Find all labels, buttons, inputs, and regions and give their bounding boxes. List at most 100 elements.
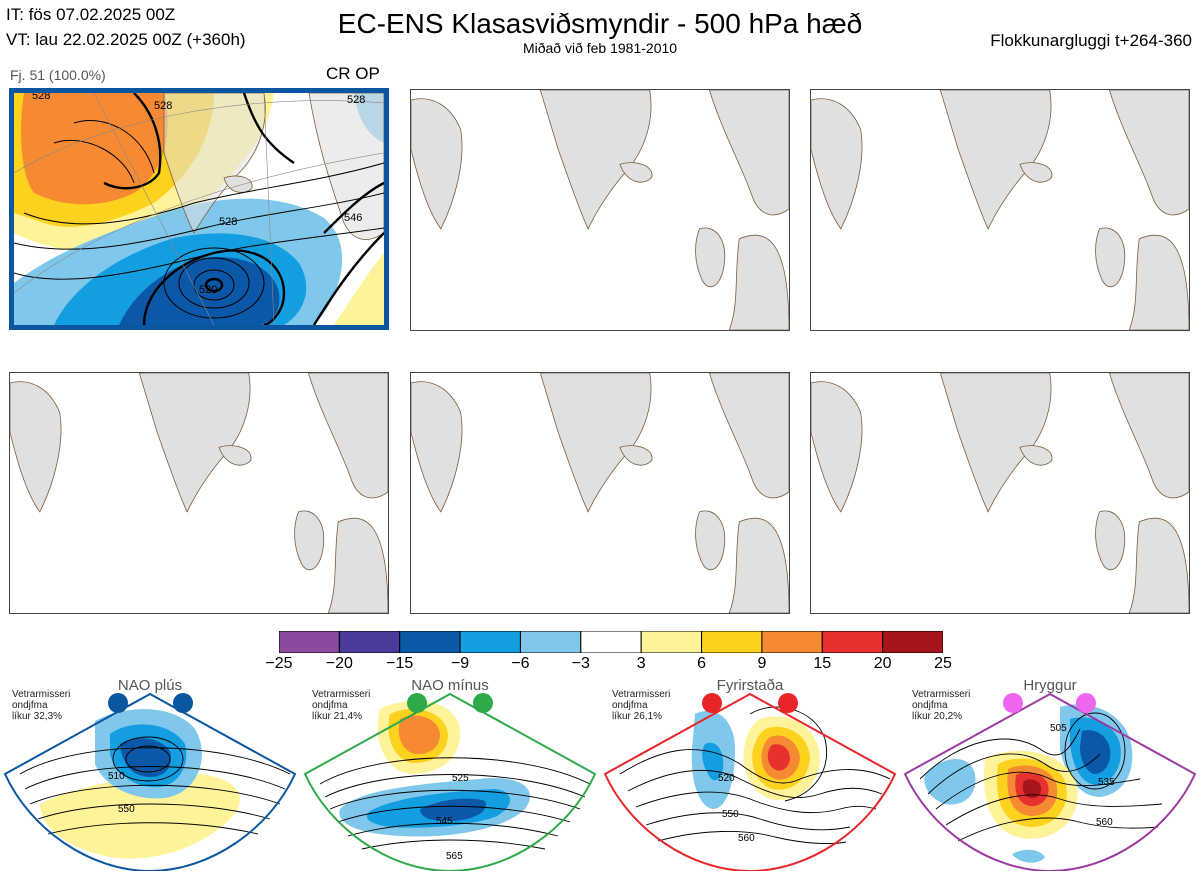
regime-title: Fyrirstaða — [716, 677, 784, 694]
contour-label: 510 — [108, 771, 125, 782]
canada-land — [811, 381, 863, 513]
canada-land — [411, 98, 463, 230]
greenland-land — [539, 90, 652, 230]
europe-land — [728, 234, 789, 330]
colorbar-segment — [459, 631, 521, 653]
iceland-land — [1019, 162, 1053, 183]
contour-label: 560 — [1096, 817, 1113, 828]
regime-anomaly-negative-south — [1012, 849, 1045, 863]
colorbar — [279, 631, 943, 653]
anomaly-negative-9 — [119, 257, 280, 325]
valid-time: VT: lau 22.02.2025 00Z (+360h) — [6, 30, 246, 49]
greenland-land — [939, 373, 1052, 513]
map-land-layer — [811, 90, 1189, 330]
chart-title: EC-ENS Klasasviðsmyndir - 500 hPa hæð — [337, 8, 863, 39]
colorbar-tick-label: −9 — [450, 655, 470, 672]
regime-marker — [473, 693, 493, 713]
regime-contour-labels: 510 550 — [108, 771, 135, 815]
contour-label: 550 — [722, 809, 739, 820]
regime-contour-labels: 520 550 560 — [718, 773, 755, 844]
crop-label: CR OP — [326, 64, 380, 83]
regime-contours — [319, 757, 591, 850]
colorbar-tick-label: −15 — [386, 655, 414, 672]
regime-ridge[interactable]: 505 535 560 Hryggur Vetrarmisseri ondjfm… — [900, 677, 1200, 871]
colorbar-segment — [882, 631, 943, 653]
regime-anomaly-negative-west — [924, 759, 976, 805]
regime-stats: Vetrarmisseri ondjfma líkur 20,2% — [912, 689, 970, 722]
regime-season: Vetrarmisseri — [312, 689, 371, 700]
chart-subtitle: Miðað við feb 1981-2010 — [522, 40, 678, 56]
iceland-land — [619, 445, 653, 466]
regime-marker — [702, 693, 722, 713]
canada-land — [811, 98, 863, 230]
scandinavia-land — [1109, 373, 1189, 499]
regime-anomaly-positive-20 — [1022, 779, 1042, 799]
greenland-land — [539, 373, 652, 513]
regime-season: Vetrarmisseri — [12, 689, 71, 700]
contour-label: 545 — [436, 816, 453, 827]
regime-months: ondjfma — [612, 700, 648, 711]
regime-marker — [778, 693, 798, 713]
anomaly-positive-se — [334, 253, 384, 325]
contour-label: 520 — [718, 773, 735, 784]
europe-land — [1128, 517, 1189, 613]
regime-stats: Vetrarmisseri ondjfma líkur 26,1% — [612, 689, 670, 722]
scandinavia-land — [308, 93, 384, 240]
regime-nao-minus[interactable]: 525 545 565 NAO mínus Vetrarmisseri ondj… — [300, 677, 600, 871]
regime-anomaly-positive-15 — [767, 744, 790, 771]
regime-anomaly-negative-9 — [420, 798, 486, 822]
regime-nao-plus[interactable]: 510 550 NAO plús Vetrarmisseri ondjfma l… — [0, 677, 300, 871]
contour-labels: 528 528 528 546 520 546 546 528 — [32, 93, 365, 325]
latitude-graticule — [14, 93, 384, 325]
map-land-layer — [811, 373, 1189, 613]
europe-land — [728, 517, 789, 613]
map-land-layer — [411, 90, 789, 330]
regime-contour-labels: 525 545 565 — [436, 773, 469, 862]
regime-marker — [173, 693, 193, 713]
colorbar-segment — [821, 631, 884, 653]
britain-land — [1095, 510, 1126, 571]
cluster-map-1[interactable]: 528 528 528 546 520 546 546 528 — [9, 88, 389, 330]
greenland-land — [939, 90, 1052, 230]
britain-land — [695, 227, 726, 288]
cluster-map-4[interactable] — [9, 372, 389, 614]
colorbar-tick-label: −3 — [571, 655, 590, 672]
canada-land — [411, 381, 463, 513]
regime-probability: líkur 32,3% — [12, 711, 63, 722]
cluster-map-1-svg: 528 528 528 546 520 546 546 528 — [14, 93, 384, 325]
regime-anomaly-positive — [40, 774, 240, 859]
scandinavia-land — [709, 373, 789, 499]
regime-months: ondjfma — [312, 700, 348, 711]
contour-label: 520 — [199, 284, 217, 296]
regime-marker — [407, 693, 427, 713]
regime-months: ondjfma — [912, 700, 948, 711]
contour-label: 546 — [344, 212, 362, 224]
member-count: Fj. 51 (100.0%) — [10, 67, 106, 83]
contour-label: 565 — [446, 851, 463, 862]
colorbar-segment — [640, 631, 703, 653]
contour-label: 546 — [334, 324, 352, 325]
colorbar-segment — [519, 631, 582, 653]
cluster-map-6[interactable] — [810, 372, 1190, 614]
greenland-land — [138, 373, 251, 513]
regime-marker — [1003, 693, 1023, 713]
colorbar-tick-label: 6 — [697, 655, 706, 672]
cluster-map-3[interactable] — [810, 89, 1190, 331]
regime-blocking-svg: 520 550 560 — [603, 692, 897, 871]
colorbar-segment — [279, 631, 340, 653]
regime-title: NAO mínus — [411, 677, 489, 694]
regime-contours — [619, 706, 891, 845]
cluster-map-2[interactable] — [410, 89, 790, 331]
map-land-layer — [10, 373, 388, 613]
colorbar-segment — [701, 631, 763, 653]
contour-label: 535 — [1098, 777, 1115, 788]
contour-label: 528 — [347, 94, 365, 106]
contour-label: 528 — [154, 100, 172, 112]
regime-nao-minus-svg: 525 545 565 — [303, 692, 597, 871]
regime-probability: líkur 20,2% — [912, 711, 963, 722]
iceland-land — [218, 445, 252, 466]
britain-land — [1095, 227, 1126, 288]
regime-blocking[interactable]: 520 550 560 Fyrirstaða Vetrarmisseri ond… — [600, 677, 900, 871]
cluster-map-5[interactable] — [410, 372, 790, 614]
regime-title: Hryggur — [1023, 677, 1077, 694]
